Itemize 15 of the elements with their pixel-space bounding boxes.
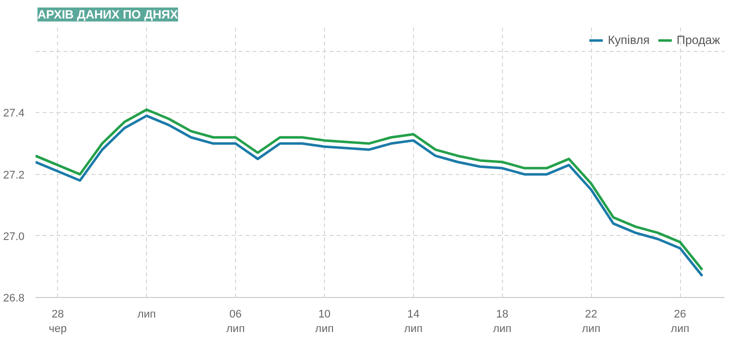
x-tick-label: 06 лип (226, 308, 245, 335)
x-tick-label: 22 лип (582, 308, 600, 335)
x-tick-label: 18 лип (492, 308, 512, 335)
y-tick-label: 27.2 (3, 169, 25, 182)
x-tick-label: лип (137, 308, 156, 320)
chart-title: АРХІВ ДАНИХ ПО ДНЯХ (38, 8, 178, 22)
x-tick-label: 14 лип (404, 308, 423, 335)
x-tick-label: 26 лип (670, 308, 690, 335)
x-tick-label: 28 чер (48, 308, 67, 335)
y-tick-label: 27.0 (3, 230, 25, 243)
legend-label: Купівля (608, 33, 650, 47)
y-tick-label: 26.8 (3, 292, 25, 304)
y-tick-label: 27.4 (3, 108, 25, 120)
x-tick-label: 10 лип (315, 308, 334, 335)
legend-label: Продаж (676, 33, 720, 47)
